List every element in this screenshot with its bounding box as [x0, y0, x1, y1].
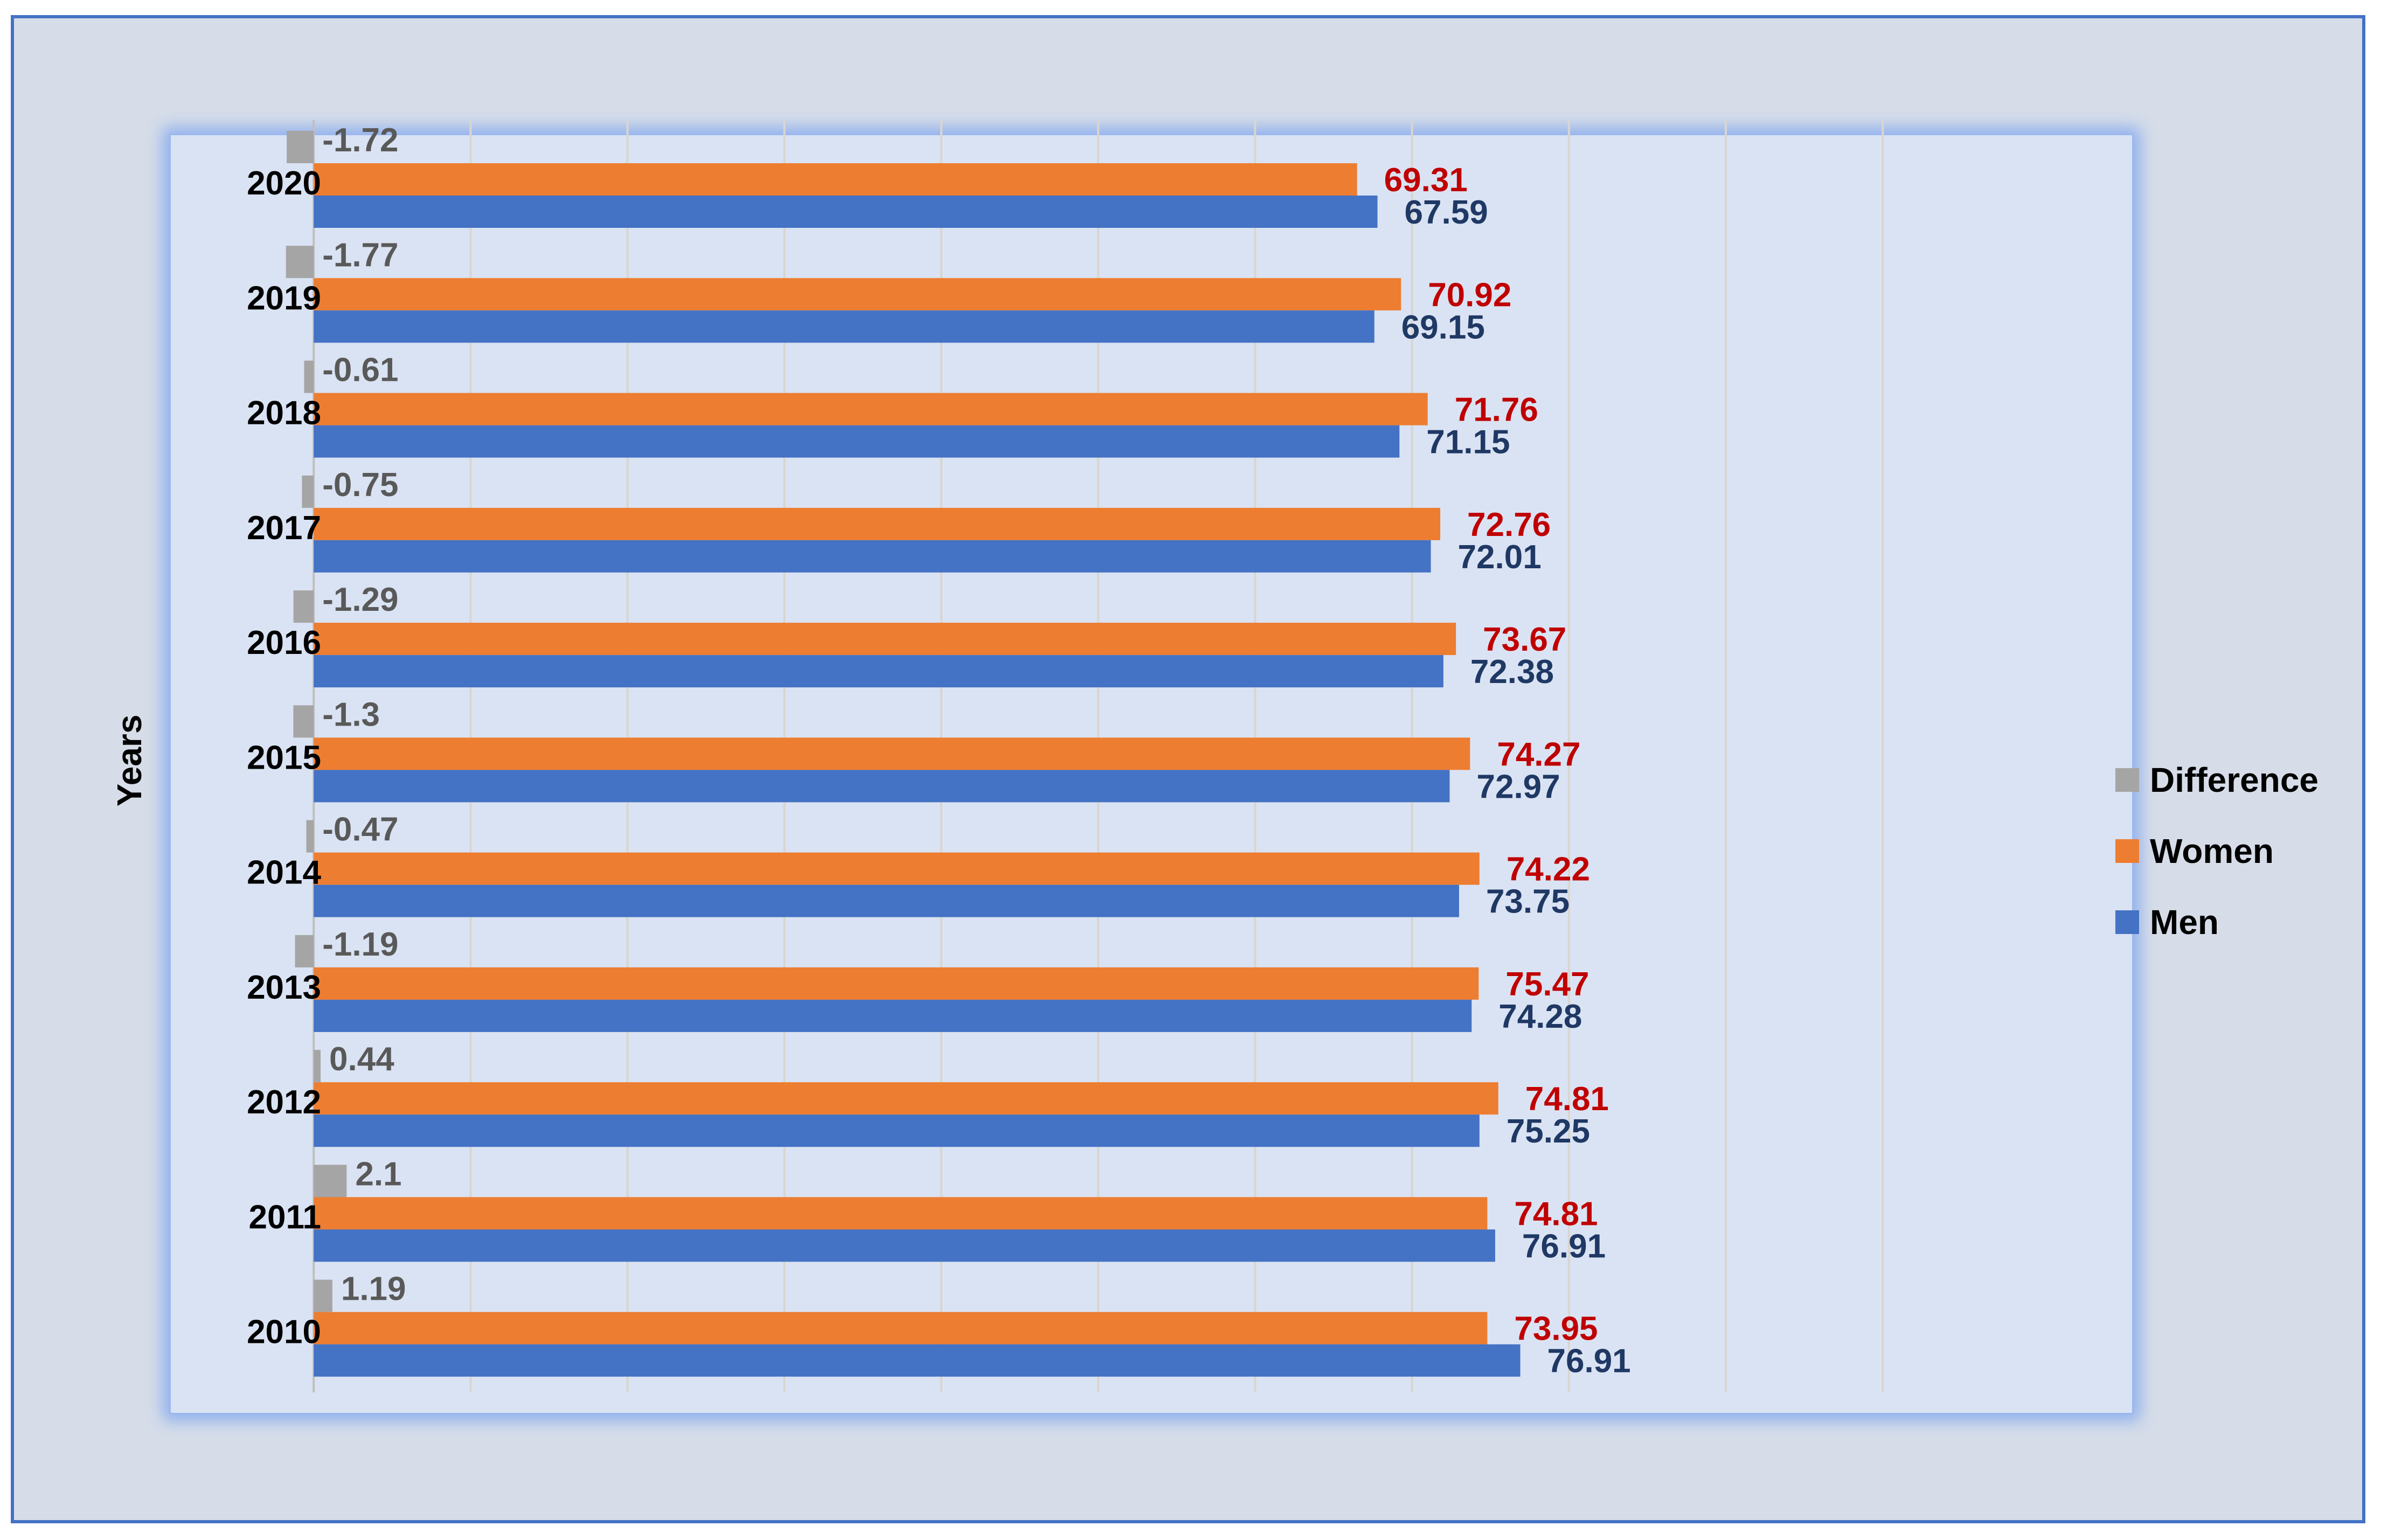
men-bar-2019 — [314, 310, 1375, 343]
difference-value-label-2016: -1.29 — [322, 581, 398, 618]
difference-value-label-2017: -0.75 — [322, 466, 398, 504]
men-value-label-2015: 72.97 — [1476, 768, 1560, 805]
women-value-label-2019: 70.92 — [1428, 276, 1511, 313]
difference-value-label-2020: -1.72 — [322, 122, 398, 159]
difference-bar-2019 — [286, 246, 314, 278]
category-label-2020: 2020 — [247, 165, 321, 202]
difference-bar-2014 — [306, 820, 314, 853]
women-value-label-2018: 71.76 — [1455, 392, 1538, 429]
difference-value-label-2011: 2.1 — [355, 1155, 401, 1193]
legend-swatch-difference — [2115, 768, 2139, 792]
women-value-label-2016: 73.67 — [1483, 621, 1566, 658]
legend-label-women: Women — [2150, 832, 2274, 870]
men-bar-2013 — [314, 999, 1472, 1032]
women-bar-2013 — [314, 967, 1479, 1000]
difference-bar-2011 — [314, 1165, 347, 1197]
men-bar-2020 — [314, 196, 1378, 228]
men-value-label-2010: 76.91 — [1547, 1343, 1631, 1380]
men-bar-2014 — [314, 884, 1459, 917]
difference-value-label-2018: -0.61 — [322, 352, 398, 389]
men-value-label-2014: 73.75 — [1486, 883, 1570, 921]
men-value-label-2017: 72.01 — [1458, 539, 1542, 576]
category-label-2013: 2013 — [247, 969, 321, 1006]
y-axis-title: Years — [110, 715, 149, 807]
women-value-label-2013: 75.47 — [1505, 966, 1589, 1003]
difference-bar-2016 — [293, 590, 314, 623]
women-value-label-2010: 73.95 — [1514, 1311, 1598, 1348]
category-label-2015: 2015 — [247, 739, 321, 776]
men-value-label-2013: 74.28 — [1498, 998, 1582, 1035]
women-bar-2017 — [314, 507, 1441, 540]
legend-swatch-women — [2115, 839, 2139, 863]
difference-value-label-2013: -1.19 — [322, 926, 398, 963]
category-labels: 2020 2019 2018 2017 2016 2015 2014 2013 2012 2011… — [247, 165, 321, 1351]
legend-swatch-men — [2115, 910, 2139, 934]
women-value-label-2011: 74.81 — [1514, 1195, 1598, 1232]
men-bar-2012 — [314, 1114, 1480, 1147]
women-bar-2010 — [314, 1312, 1488, 1344]
men-value-label-2016: 72.38 — [1470, 653, 1554, 691]
legend: Difference Women Men — [2115, 761, 2318, 942]
women-value-label-2014: 74.22 — [1507, 851, 1590, 888]
difference-value-label-2014: -0.47 — [322, 811, 398, 848]
category-label-2017: 2017 — [247, 510, 321, 547]
difference-value-label-2010: 1.19 — [341, 1271, 406, 1308]
category-label-2019: 2019 — [247, 280, 321, 317]
category-label-2018: 2018 — [247, 395, 321, 432]
difference-bar-2018 — [304, 360, 314, 393]
men-bar-2017 — [314, 540, 1431, 573]
women-value-label-2015: 74.27 — [1497, 736, 1580, 773]
women-bar-2016 — [314, 623, 1456, 656]
men-bar-2010 — [314, 1344, 1521, 1377]
category-label-2012: 2012 — [247, 1084, 321, 1121]
women-bar-2019 — [314, 278, 1401, 311]
men-bar-2016 — [314, 655, 1443, 688]
men-value-label-2020: 67.59 — [1405, 194, 1488, 231]
category-label-2010: 2010 — [247, 1314, 321, 1351]
difference-value-label-2019: -1.77 — [322, 236, 398, 274]
women-bar-2018 — [314, 393, 1428, 426]
men-bar-2011 — [314, 1229, 1495, 1262]
category-label-2014: 2014 — [247, 854, 321, 891]
men-bar-2018 — [314, 425, 1400, 458]
men-value-label-2012: 75.25 — [1507, 1113, 1590, 1150]
women-bar-2015 — [314, 737, 1470, 770]
category-label-2011: 2011 — [248, 1198, 321, 1236]
men-value-label-2011: 76.91 — [1522, 1228, 1606, 1265]
difference-bar-2010 — [314, 1279, 332, 1312]
legend-label-difference: Difference — [2150, 761, 2318, 799]
men-bar-2015 — [314, 770, 1450, 803]
women-bar-2011 — [314, 1197, 1488, 1230]
legend-label-men: Men — [2150, 903, 2219, 942]
women-value-label-2020: 69.31 — [1384, 162, 1468, 199]
difference-bar-2012 — [314, 1050, 321, 1083]
category-label-2016: 2016 — [247, 624, 321, 661]
difference-value-label-2012: 0.44 — [329, 1041, 394, 1078]
men-value-label-2018: 71.15 — [1426, 424, 1510, 461]
women-bar-2020 — [314, 163, 1357, 196]
bars — [286, 131, 1521, 1377]
difference-bar-2020 — [287, 131, 314, 163]
men-value-label-2019: 69.15 — [1401, 309, 1485, 346]
women-bar-2012 — [314, 1082, 1498, 1115]
difference-bar-2017 — [302, 475, 314, 508]
women-value-label-2017: 72.76 — [1467, 506, 1551, 543]
difference-bar-2013 — [295, 935, 314, 967]
difference-value-label-2015: -1.3 — [322, 696, 380, 733]
difference-bar-2015 — [293, 705, 314, 738]
women-value-label-2012: 74.81 — [1525, 1081, 1609, 1118]
women-bar-2014 — [314, 852, 1480, 885]
